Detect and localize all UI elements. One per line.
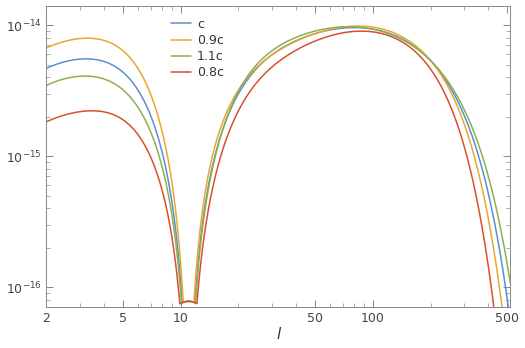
Line: 0.8c: 0.8c	[46, 31, 510, 348]
c	[448, 87, 455, 91]
0.8c	[359, 29, 365, 33]
0.8c	[241, 98, 247, 102]
Line: 1.1c: 1.1c	[46, 27, 510, 303]
1.1c	[124, 91, 130, 95]
Line: c: c	[46, 27, 510, 322]
c	[96, 58, 102, 62]
0.9c	[96, 37, 102, 41]
Line: 0.9c: 0.9c	[46, 26, 510, 348]
c	[351, 25, 358, 30]
0.9c	[241, 79, 247, 84]
0.9c	[498, 299, 505, 303]
1.1c	[178, 301, 185, 305]
c	[124, 74, 130, 78]
0.9c	[221, 116, 227, 120]
0.8c	[448, 106, 455, 111]
1.1c	[43, 83, 49, 87]
0.8c	[221, 143, 227, 147]
0.9c	[124, 52, 130, 56]
0.8c	[43, 120, 49, 124]
1.1c	[498, 231, 505, 235]
1.1c	[345, 25, 352, 29]
0.8c	[96, 109, 102, 113]
0.9c	[448, 91, 455, 95]
1.1c	[448, 85, 455, 89]
0.9c	[43, 46, 49, 50]
c	[507, 320, 513, 324]
1.1c	[96, 76, 102, 80]
c	[241, 82, 247, 86]
0.9c	[355, 24, 361, 28]
X-axis label: l: l	[276, 327, 280, 342]
c	[43, 66, 49, 70]
0.8c	[124, 120, 130, 125]
Legend: c, 0.9c, 1.1c, 0.8c: c, 0.9c, 1.1c, 0.8c	[171, 18, 224, 79]
1.1c	[221, 122, 227, 126]
1.1c	[242, 79, 248, 83]
c	[498, 258, 505, 262]
c	[221, 123, 227, 127]
1.1c	[507, 281, 513, 285]
